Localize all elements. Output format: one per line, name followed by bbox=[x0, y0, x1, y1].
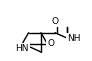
Text: NH: NH bbox=[67, 34, 81, 43]
Text: O: O bbox=[51, 17, 58, 26]
Text: O: O bbox=[47, 39, 54, 48]
Text: HN: HN bbox=[16, 43, 29, 53]
